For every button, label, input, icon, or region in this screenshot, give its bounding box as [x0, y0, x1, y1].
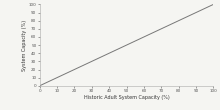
- X-axis label: Historic Adult System Capacity (%): Historic Adult System Capacity (%): [84, 95, 169, 100]
- Y-axis label: System Capacity (%): System Capacity (%): [22, 20, 27, 71]
